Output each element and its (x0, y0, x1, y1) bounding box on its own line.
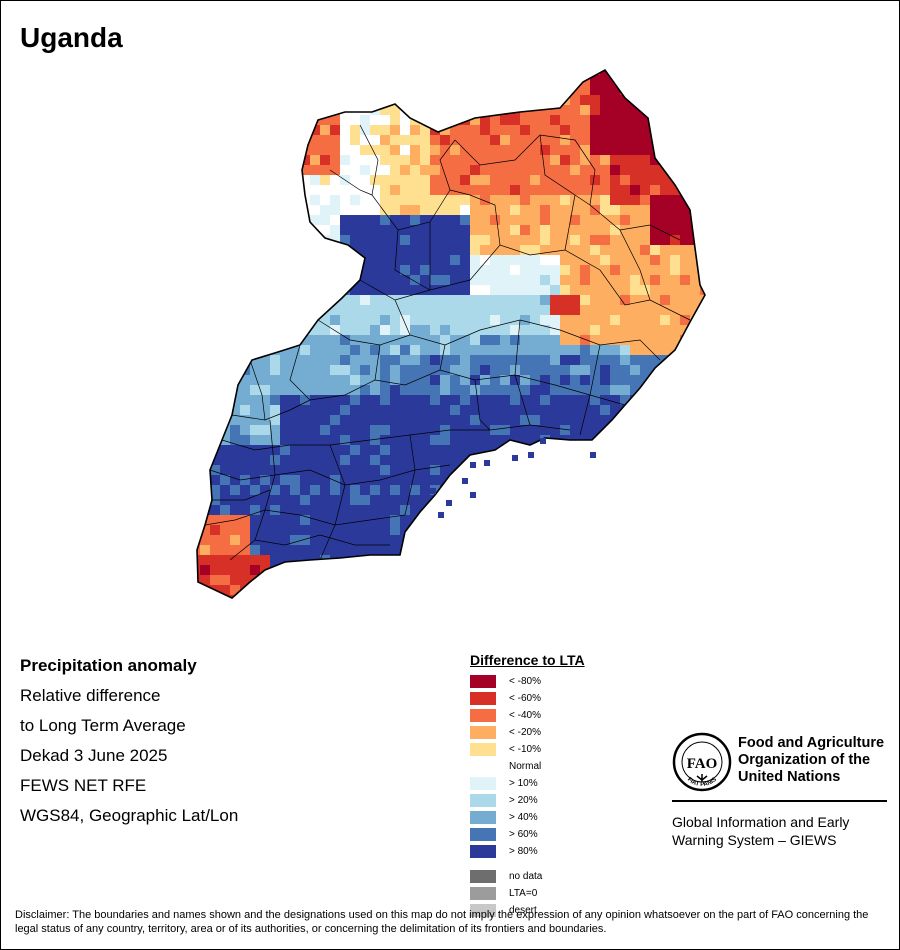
info-line: WGS84, Geographic Lat/Lon (20, 806, 239, 825)
fao-logo-icon: FAO FIAT PANIS (672, 732, 732, 792)
district-boundaries (204, 124, 691, 561)
legend-label: > 20% (509, 795, 538, 806)
legend-label: < -20% (509, 727, 541, 738)
legend-label: LTA=0 (509, 888, 538, 899)
info-line: FEWS NET RFE (20, 776, 147, 795)
legend-row: no data (470, 868, 585, 885)
legend-label: > 60% (509, 829, 538, 840)
legend-classes: < -80% < -60% < -40% < -20% < -10% Normal > 10… (470, 673, 585, 860)
system-name: Global Information and Early Warning Sys… (672, 813, 849, 849)
legend-swatch (470, 887, 496, 900)
legend-swatch (470, 726, 496, 739)
legend-swatch (470, 743, 496, 756)
fao-emblem-motto: FIAT PANIS (686, 777, 718, 788)
legend-swatch (470, 845, 496, 858)
legend-label: desert (509, 905, 537, 916)
info-line: Dekad 3 June 2025 (20, 746, 168, 765)
info-line: to Long Term Average (20, 716, 186, 735)
legend-swatch (470, 675, 496, 688)
legend-label: < -60% (509, 693, 541, 704)
legend-row: desert (470, 902, 585, 919)
organization-name-line: United Nations (738, 769, 841, 785)
legend-label: no data (509, 871, 543, 882)
system-name-line: Global Information and Early (672, 814, 850, 830)
legend-label: Normal (509, 761, 542, 772)
legend-label: > 80% (509, 846, 538, 857)
legend-row: < -40% (470, 707, 585, 724)
legend-label: > 40% (509, 812, 538, 823)
legend-swatch (470, 811, 496, 824)
legend-row: > 80% (470, 843, 585, 860)
legend-label: < -10% (509, 744, 541, 755)
lake-islands (430, 438, 596, 518)
legend-swatch (470, 794, 496, 807)
organization-name: Food and Agriculture Organization of the… (738, 735, 884, 786)
organization-name-line: Organization of the (738, 752, 871, 768)
legend-row: Normal (470, 758, 585, 775)
fao-emblem-letters: FAO (687, 756, 718, 772)
legend-swatch (470, 709, 496, 722)
legend-label: < -40% (509, 710, 541, 721)
legend-row: LTA=0 (470, 885, 585, 902)
disclaimer-text: Disclaimer: The boundaries and names sho… (15, 909, 869, 935)
legend-row: < -80% (470, 673, 585, 690)
anomaly-map (196, 69, 706, 599)
legend-row: < -10% (470, 741, 585, 758)
map-title: Uganda (20, 22, 123, 53)
map-legend: Difference to LTA < -80% < -60% < -40% < -2… (470, 652, 585, 919)
legend-label: > 10% (509, 778, 538, 789)
legend-swatch (470, 692, 496, 705)
legend-row: < -60% (470, 690, 585, 707)
legend-row: > 20% (470, 792, 585, 809)
legend-swatch (470, 870, 496, 883)
legend-swatch (470, 828, 496, 841)
info-heading: Precipitation anomaly (20, 656, 197, 675)
legend-row: > 10% (470, 775, 585, 792)
legend-row: > 40% (470, 809, 585, 826)
legend-label: < -80% (509, 676, 541, 687)
info-line: Relative difference (20, 686, 161, 705)
map-info-block: Precipitation anomaly Relative differenc… (20, 655, 238, 835)
organization-name-line: Food and Agriculture (738, 735, 885, 751)
legend-row: < -20% (470, 724, 585, 741)
legend-row: > 60% (470, 826, 585, 843)
legend-title: Difference to LTA (470, 652, 585, 668)
anomaly-raster (197, 70, 705, 598)
legend-swatch (470, 760, 496, 773)
system-name-line: Warning System – GIEWS (672, 832, 837, 848)
legend-swatch (470, 777, 496, 790)
logo-divider (672, 800, 887, 802)
legend-extra: no data LTA=0 desert (470, 868, 585, 919)
legend-swatch (470, 904, 496, 917)
